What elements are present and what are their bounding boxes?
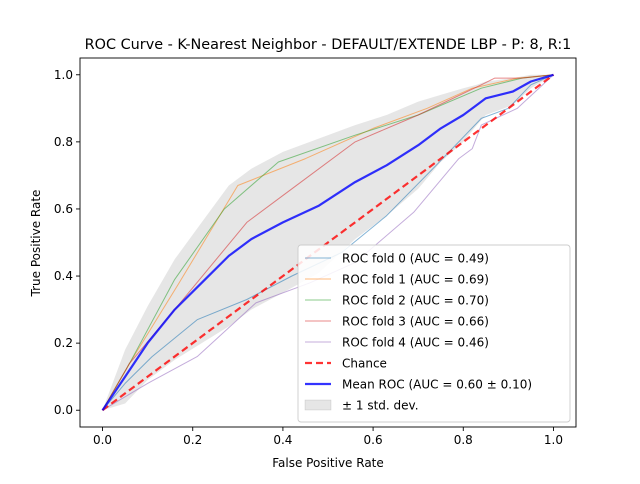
x-tick-label: 0.8 [454,433,473,447]
legend-swatch-std-band [304,399,332,411]
chart-title: ROC Curve - K-Nearest Neighbor - DEFAULT… [85,37,572,53]
legend-label: ROC fold 1 (AUC = 0.69) [342,273,489,287]
y-axis-label: True Positive Rate [29,190,43,298]
series-line-roc-fold-1-auc-0-69 [102,74,554,411]
x-tick-label: 0.0 [93,433,112,447]
legend-box [297,244,571,423]
y-tick-label: 0.4 [54,269,73,283]
legend: ROC fold 0 (AUC = 0.49) ROC fold 1 (AUC =… [297,244,571,423]
x-tick-label: 0.4 [273,433,292,447]
axes-frame [79,57,577,428]
legend-label: ROC fold 0 (AUC = 0.49) [342,252,489,266]
axes: 0.0 0.2 0.4 0.6 0.8 1.0 0.0 0.2 0.4 0.6 0.8 1.0 [54,57,577,447]
legend-label: Chance [342,357,387,371]
legend-label: ± 1 std. dev. [342,399,419,413]
series-line-roc-fold-2-auc-0-70 [102,74,554,411]
legend-label: Mean ROC (AUC = 0.60 ± 0.10) [342,378,532,392]
y-tick-label: 0.2 [54,336,73,350]
series-line-chance [101,73,555,412]
x-tick-label: 1.0 [544,433,563,447]
y-tick-label: 0.6 [54,202,73,216]
x-tick-label: 0.6 [364,433,383,447]
legend-label: ROC fold 2 (AUC = 0.70) [342,294,489,308]
legend-label: ROC fold 4 (AUC = 0.46) [342,336,489,350]
y-tick-label: 1.0 [54,68,73,82]
series-line-mean-roc-auc-0-60-0-10 [101,73,554,411]
y-tick-label: 0.8 [54,135,73,149]
x-tick-label: 0.2 [183,433,202,447]
y-tick-label: 0.0 [54,403,73,417]
series-line-roc-fold-4-auc-0-46 [102,74,554,411]
legend-label: ROC fold 3 (AUC = 0.66) [342,315,489,329]
x-axis-label: False Positive Rate [272,456,384,470]
